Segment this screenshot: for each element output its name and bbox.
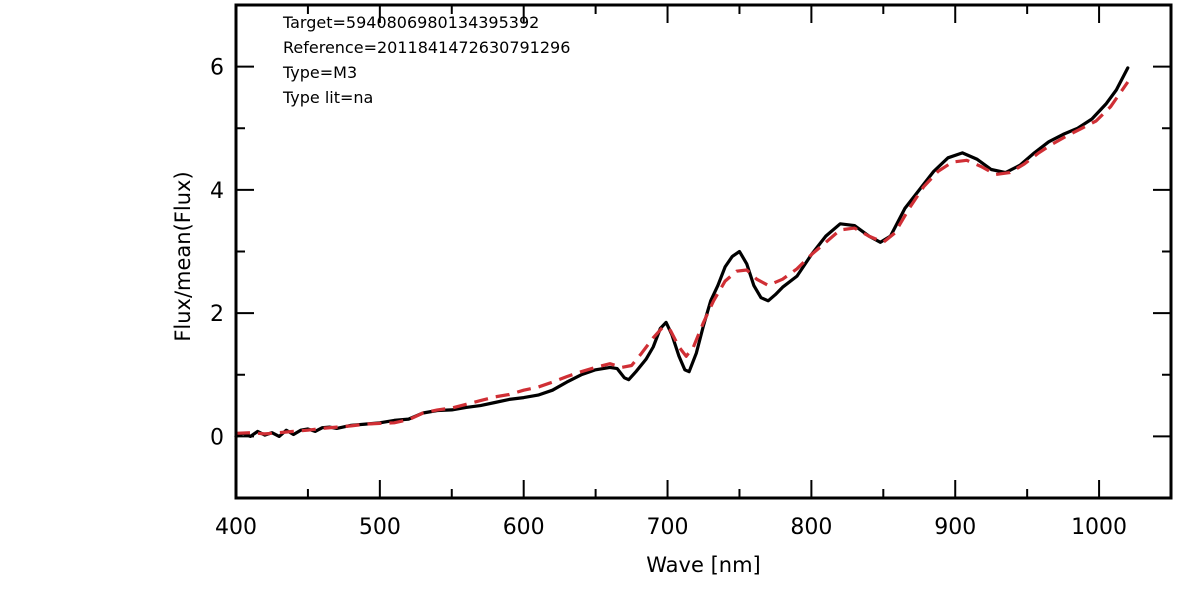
x-tick-label: 800 — [790, 515, 832, 540]
plot-layer — [234, 66, 1130, 438]
x-axis-title: Wave [nm] — [646, 553, 760, 577]
series-line-2 — [235, 81, 1130, 436]
x-tick-label: 700 — [647, 515, 689, 540]
annotation-line: Target=5940806980134395392 — [282, 13, 539, 32]
text-layer: 400 500 600 700 800 900 1000 0 2 4 6 Wave [nm] Flux/… — [171, 13, 1127, 577]
y-tick-label: 6 — [210, 56, 224, 81]
x-tick-label: 500 — [359, 515, 401, 540]
y-tick-label: 0 — [210, 425, 224, 450]
x-tick-label: 900 — [934, 515, 976, 540]
x-tick-label: 1000 — [1071, 515, 1127, 540]
annotation-line: Reference=2011841472630791296 — [283, 38, 570, 57]
annotation-line: Type lit=na — [282, 88, 373, 107]
series-line-1 — [234, 66, 1130, 438]
axes-layer — [234, 3, 1173, 500]
y-tick-label: 2 — [210, 302, 224, 327]
y-axis-title: Flux/mean(Flux) — [171, 171, 195, 341]
annotation-line: Type=M3 — [282, 63, 357, 82]
x-tick-label: 600 — [503, 515, 545, 540]
y-tick-label: 4 — [210, 179, 224, 204]
x-tick-label: 400 — [215, 515, 257, 540]
